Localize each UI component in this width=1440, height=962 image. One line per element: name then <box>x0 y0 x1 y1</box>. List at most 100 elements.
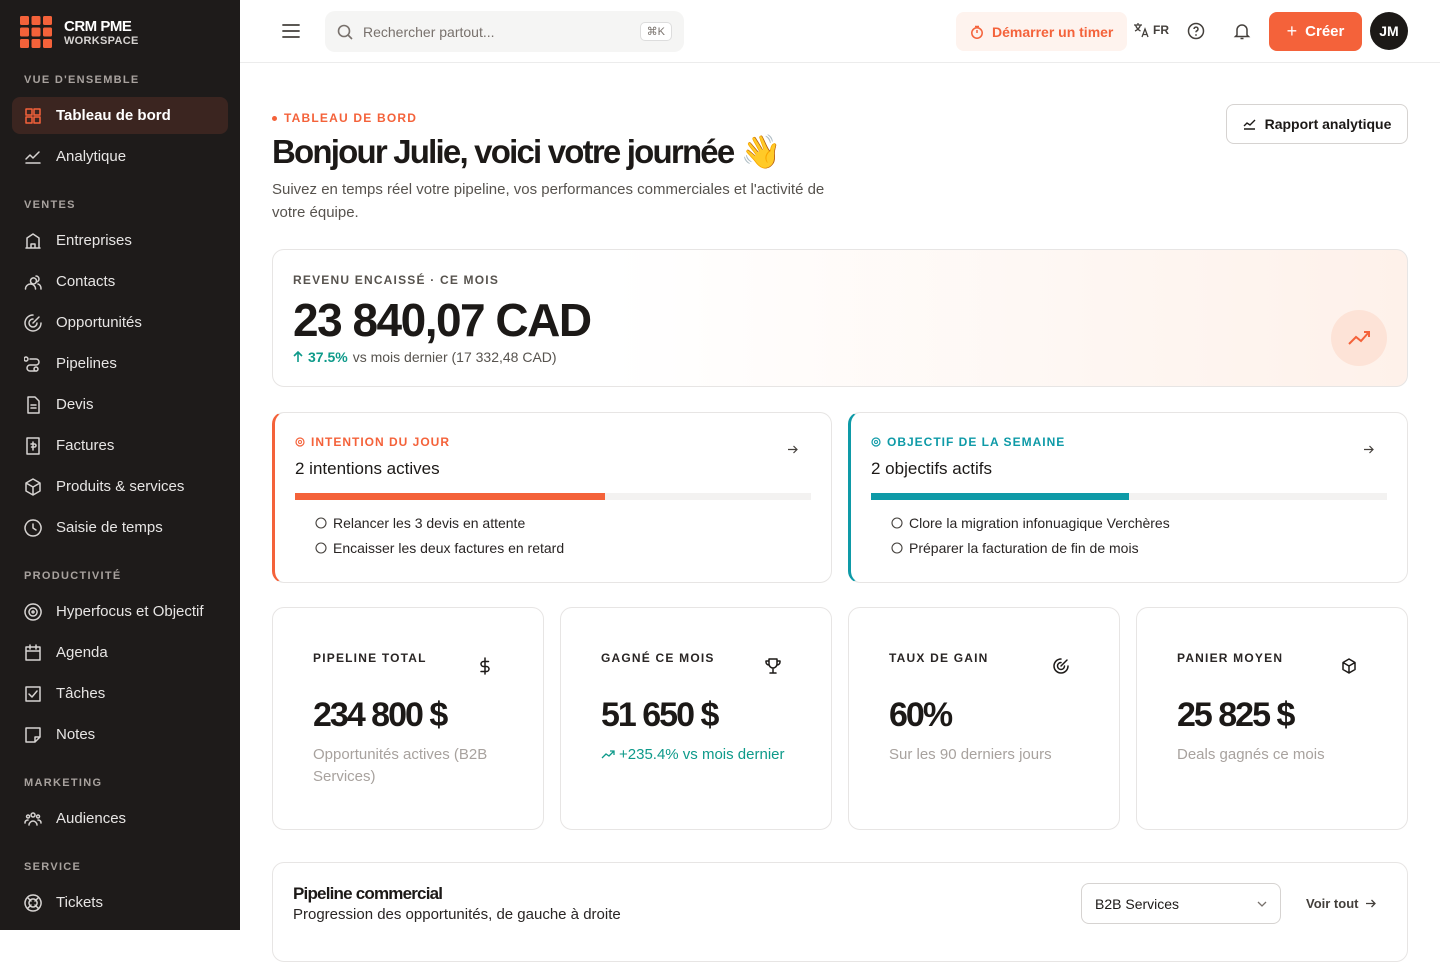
revenue-change: 37.5% vs mois dernier (17 332,48 CAD) <box>293 349 557 365</box>
focus-label: INTENTION DU JOUR <box>295 435 450 449</box>
kpi-label: GAGNÉ CE MOIS <box>601 651 715 665</box>
focus-label-text: OBJECTIF DE LA SEMAINE <box>887 435 1066 449</box>
nav-item[interactable]: Hyperfocus et Objectif <box>12 593 228 630</box>
nav-label: Analytique <box>56 148 127 165</box>
nav-item[interactable]: Tableau de bord <box>12 97 228 134</box>
task-item[interactable]: Encaisser les deux factures en retard <box>315 540 564 556</box>
menu-button[interactable] <box>282 23 300 39</box>
task-item[interactable]: Clore la migration infonuagique Verchère… <box>891 515 1170 531</box>
nav-label: Devis <box>56 396 94 413</box>
task-text: Clore la migration infonuagique Verchère… <box>909 515 1170 531</box>
nav-item[interactable]: Agenda <box>12 634 228 671</box>
avatar[interactable]: JM <box>1370 12 1408 50</box>
kpi-value: 234 800 $ <box>313 696 448 734</box>
pipeline-select[interactable]: B2B Services <box>1081 883 1281 924</box>
kpi-note-text: Opportunités actives (B2B Services) <box>313 746 488 785</box>
task-item[interactable]: Relancer les 3 devis en attente <box>315 515 525 531</box>
report-label: Rapport analytique <box>1264 116 1392 132</box>
kpi-icon <box>476 657 494 680</box>
nav-item[interactable]: Analytique <box>12 138 228 175</box>
nav-label: Contacts <box>56 273 116 290</box>
nav-item[interactable]: Devis <box>12 386 228 423</box>
focus-card: OBJECTIF DE LA SEMAINE 2 objectifs actifs… <box>848 412 1408 583</box>
pipeline-link[interactable]: Voir tout <box>1306 896 1377 911</box>
topbar: Rechercher partout... ⌘K Démarrer un tim… <box>240 0 1440 63</box>
timer-label: Démarrer un timer <box>992 23 1114 40</box>
nav-label: Produits & services <box>56 478 185 495</box>
nav-label: Agenda <box>56 644 108 661</box>
kpi-card: TAUX DE GAIN 60% Sur les 90 derniers jours <box>848 607 1120 830</box>
kpi-icon <box>1340 657 1358 680</box>
notifications-button[interactable] <box>1233 22 1251 40</box>
revenue-change-note: vs mois dernier (17 332,48 CAD) <box>352 349 557 365</box>
nav-item[interactable]: Contacts <box>12 263 228 300</box>
nav-item[interactable]: Produits & services <box>12 468 228 505</box>
task-item[interactable]: Préparer la facturation de fin de mois <box>891 540 1139 556</box>
shortcut: ⌘K <box>639 22 672 41</box>
kpi-note-text: Deals gagnés ce mois <box>1177 746 1325 763</box>
timer-button[interactable]: Démarrer un timer <box>956 12 1128 51</box>
focus-arrow[interactable] <box>1364 441 1374 459</box>
nav-label: Tableau de bord <box>56 107 171 124</box>
focus-card: INTENTION DU JOUR 2 intentions actives Rel… <box>272 412 832 583</box>
kpi-note: Deals gagnés ce mois <box>1177 744 1377 766</box>
focus-arrow[interactable] <box>788 441 798 459</box>
kpi-value: 51 650 $ <box>601 696 719 734</box>
language-button[interactable]: FR <box>1133 22 1169 38</box>
kpi-note-text: +235.4% vs mois dernier <box>619 746 785 763</box>
section-title: PRODUCTIVITÉ <box>24 570 122 582</box>
revenue-value: 23 840,07 CAD <box>293 294 592 346</box>
kpi-icon <box>764 657 782 680</box>
nav-item[interactable]: Saisie de temps <box>12 509 228 546</box>
search-box[interactable]: Rechercher partout... ⌘K <box>325 11 684 52</box>
nav-item[interactable]: Opportunités <box>12 304 228 341</box>
brand-sub: WORKSPACE <box>64 34 139 47</box>
kpi-label: PIPELINE TOTAL <box>313 651 427 665</box>
kpi-note: +235.4% vs mois dernier <box>601 744 801 766</box>
nav-item[interactable]: Entreprises <box>12 222 228 259</box>
pipeline-select-value: B2B Services <box>1095 895 1180 912</box>
nav-item[interactable]: Audiences <box>12 800 228 837</box>
page-title: Bonjour Julie, voici votre journée 👋 <box>272 133 782 170</box>
eyebrow: TABLEAU DE BORD <box>272 111 417 125</box>
nav-item[interactable]: Tickets <box>12 884 228 921</box>
nav-item[interactable]: Notes <box>12 716 228 753</box>
brand-logo <box>20 16 52 48</box>
kpi-card: GAGNÉ CE MOIS 51 650 $ +235.4% vs mois der… <box>560 607 832 830</box>
task-text: Encaisser les deux factures en retard <box>333 540 565 556</box>
nav-item[interactable]: Pipelines <box>12 345 228 382</box>
search-placeholder: Rechercher partout... <box>363 23 495 40</box>
nav-item[interactable]: Tâches <box>12 675 228 712</box>
nav-label: Tâches <box>56 685 106 702</box>
eyebrow-text: TABLEAU DE BORD <box>284 111 418 125</box>
language: FR <box>1153 23 1169 37</box>
kpi-note: Sur les 90 derniers jours <box>889 744 1089 766</box>
kpi-label: PANIER MOYEN <box>1177 651 1284 665</box>
main: Rechercher partout... ⌘K Démarrer un tim… <box>240 0 1440 962</box>
focus-heading: 2 objectifs actifs <box>871 459 992 478</box>
pipeline-title: Pipeline commercial <box>293 884 443 903</box>
kpi-value: 25 825 $ <box>1177 696 1295 734</box>
kpi-label: TAUX DE GAIN <box>889 651 989 665</box>
create-button[interactable]: + Créer <box>1269 12 1362 51</box>
pipeline-subtitle: Progression des opportunités, de gauche … <box>293 906 621 923</box>
pipeline-card: Pipeline commercial Progression des oppo… <box>272 862 1408 962</box>
focus-heading: 2 intentions actives <box>295 459 440 478</box>
progress-track <box>871 493 1387 500</box>
kpi-note-text: Sur les 90 derniers jours <box>889 746 1052 763</box>
report-button[interactable]: Rapport analytique <box>1226 104 1408 144</box>
progress-bar <box>295 493 605 500</box>
section-title: MARKETING <box>24 777 103 789</box>
progress-track <box>295 493 811 500</box>
revenue-change-value: 37.5% <box>308 349 348 365</box>
help-button[interactable] <box>1187 22 1205 40</box>
kpi-icon <box>1052 657 1070 680</box>
section-title: SERVICE <box>24 861 82 873</box>
brand-name: CRM PME <box>64 17 132 35</box>
task-text: Relancer les 3 devis en attente <box>333 515 526 531</box>
nav-item[interactable]: Factures <box>12 427 228 464</box>
nav-label: Opportunités <box>56 314 142 331</box>
brand: CRM PME WORKSPACE <box>20 16 139 48</box>
